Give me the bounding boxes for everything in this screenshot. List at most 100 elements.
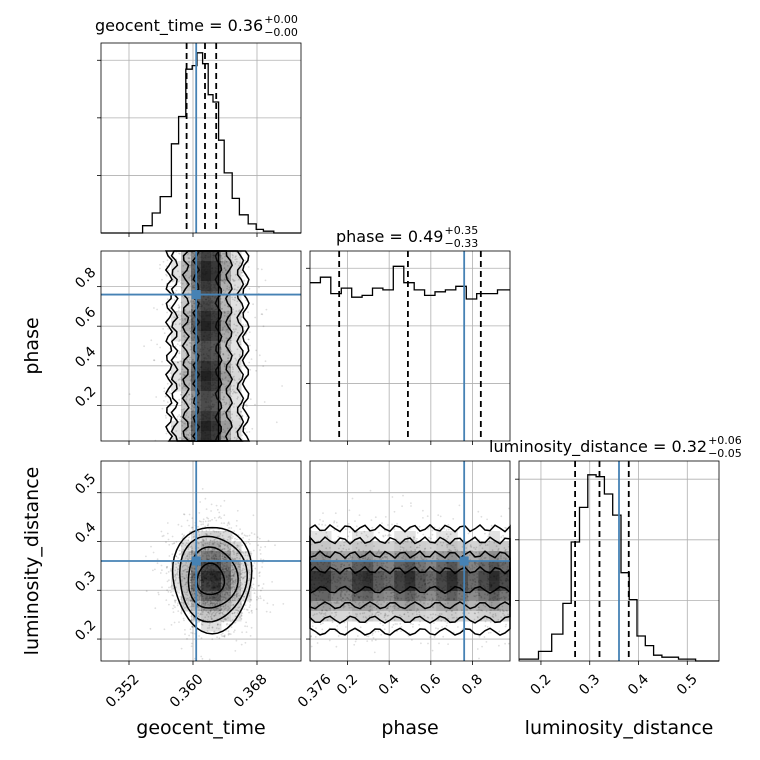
scatter-point xyxy=(326,619,329,622)
scatter-point xyxy=(209,339,212,342)
scatter-point xyxy=(165,265,168,267)
scatter-point xyxy=(248,534,251,537)
scatter-point xyxy=(480,562,483,565)
scatter-point xyxy=(344,528,347,531)
scatter-point xyxy=(191,603,194,606)
scatter-point xyxy=(207,548,210,551)
scatter-point xyxy=(200,411,202,414)
scatter-point xyxy=(200,655,203,658)
scatter-point xyxy=(233,313,236,316)
scatter-point xyxy=(212,406,215,409)
scatter-point xyxy=(174,345,177,348)
scatter-point xyxy=(175,566,178,569)
scatter-point xyxy=(228,403,231,405)
scatter-point xyxy=(237,562,240,564)
scatter-point xyxy=(207,252,209,255)
scatter-point xyxy=(200,321,203,324)
scatter-point xyxy=(203,357,205,359)
scatter-point xyxy=(205,309,208,311)
scatter-point xyxy=(221,378,224,381)
scatter-point xyxy=(193,388,196,390)
scatter-point xyxy=(183,374,186,377)
scatter-point xyxy=(364,556,367,558)
scatter-point xyxy=(377,630,380,633)
scatter-point xyxy=(201,349,204,351)
scatter-point xyxy=(494,614,497,617)
scatter-point xyxy=(206,341,209,344)
scatter-point xyxy=(191,517,194,520)
scatter-point xyxy=(189,576,192,579)
scatter-point xyxy=(453,592,456,594)
scatter-point xyxy=(180,420,183,423)
density-cell xyxy=(231,411,242,422)
scatter-point xyxy=(389,595,392,598)
scatter-point xyxy=(347,535,350,538)
scatter-point xyxy=(220,542,223,545)
scatter-point xyxy=(190,631,193,634)
scatter-point xyxy=(213,331,216,334)
scatter-point xyxy=(249,635,252,637)
scatter-point xyxy=(500,557,502,560)
scatter-point xyxy=(204,434,207,437)
scatter-point xyxy=(208,381,211,384)
scatter-point xyxy=(218,416,221,419)
scatter-point xyxy=(187,437,190,440)
scatter-point xyxy=(207,369,209,371)
scatter-point xyxy=(205,265,208,268)
scatter-point xyxy=(334,585,337,588)
scatter-point xyxy=(487,632,490,634)
scatter-point xyxy=(186,568,189,570)
scatter-point xyxy=(209,388,212,391)
scatter-point xyxy=(250,626,253,629)
scatter-point xyxy=(204,254,207,257)
scatter-point xyxy=(407,615,410,618)
scatter-point xyxy=(219,372,222,375)
density-cell xyxy=(201,361,212,372)
scatter-point xyxy=(233,629,236,632)
scatter-point xyxy=(181,551,184,553)
scatter-point xyxy=(212,295,214,298)
scatter-point xyxy=(207,383,210,386)
scatter-point xyxy=(315,597,318,600)
scatter-point xyxy=(167,591,170,593)
scatter-point xyxy=(223,514,226,517)
scatter-point xyxy=(185,599,188,601)
scatter-point xyxy=(391,523,393,526)
scatter-point xyxy=(212,358,215,361)
scatter-point xyxy=(202,302,205,305)
scatter-point xyxy=(235,334,237,337)
scatter-point xyxy=(210,406,213,408)
scatter-point xyxy=(378,549,380,551)
scatter-point xyxy=(181,391,183,394)
scatter-point xyxy=(207,304,210,306)
scatter-point xyxy=(183,296,185,299)
scatter-point xyxy=(220,372,223,375)
scatter-point xyxy=(167,269,170,272)
scatter-point xyxy=(181,282,184,285)
scatter-point xyxy=(438,613,441,615)
scatter-point xyxy=(239,343,242,346)
density-cell xyxy=(181,261,192,272)
scatter-point xyxy=(200,281,202,284)
scatter-point xyxy=(228,323,231,325)
scatter-point xyxy=(255,608,258,610)
scatter-point xyxy=(260,558,262,561)
scatter-point xyxy=(401,567,404,570)
scatter-point xyxy=(191,625,194,628)
scatter-point xyxy=(211,312,214,315)
scatter-point xyxy=(189,345,192,347)
scatter-point xyxy=(420,642,422,645)
scatter-point xyxy=(209,584,212,587)
density-cell xyxy=(201,381,212,392)
scatter-point xyxy=(220,260,223,263)
scatter-point xyxy=(193,335,196,338)
scatter-point xyxy=(205,508,208,510)
scatter-point xyxy=(212,283,215,286)
scatter-point xyxy=(243,576,245,579)
scatter-point xyxy=(207,419,209,422)
scatter-point xyxy=(191,318,194,321)
scatter-point xyxy=(214,286,216,289)
scatter-point xyxy=(214,291,217,293)
scatter-point xyxy=(360,541,363,544)
scatter-point xyxy=(248,287,251,290)
